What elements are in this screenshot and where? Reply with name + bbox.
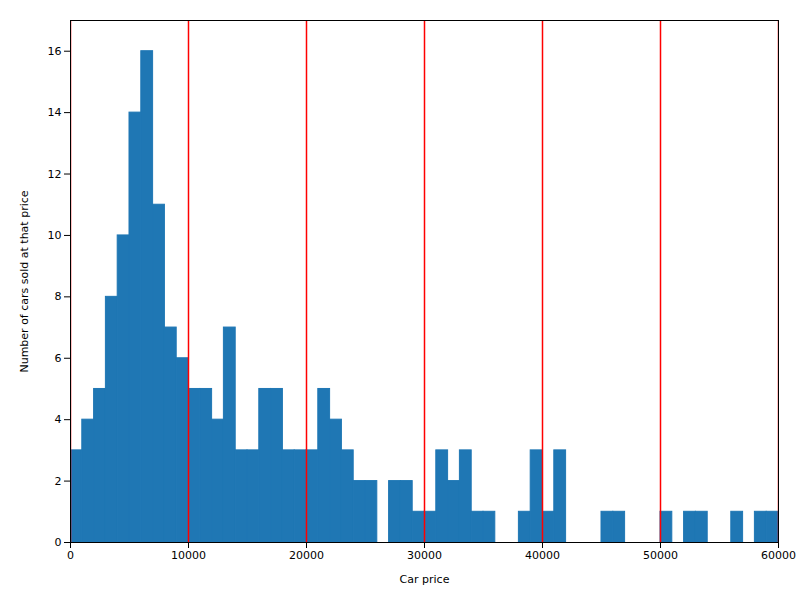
svg-text:10000: 10000 <box>171 549 206 562</box>
svg-text:50000: 50000 <box>643 549 678 562</box>
svg-text:20000: 20000 <box>289 549 324 562</box>
svg-text:4: 4 <box>55 413 62 426</box>
svg-text:0: 0 <box>55 536 62 549</box>
svg-text:10: 10 <box>48 229 62 242</box>
svg-text:12: 12 <box>48 168 62 181</box>
svg-text:16: 16 <box>48 45 62 58</box>
svg-text:Number of cars sold at that pr: Number of cars sold at that price <box>18 190 31 372</box>
svg-text:0: 0 <box>67 549 74 562</box>
svg-text:6: 6 <box>55 352 62 365</box>
svg-text:40000: 40000 <box>525 549 560 562</box>
svg-text:60000: 60000 <box>761 549 796 562</box>
svg-text:30000: 30000 <box>407 549 442 562</box>
svg-text:8: 8 <box>55 290 62 303</box>
svg-text:2: 2 <box>55 475 62 488</box>
svg-text:Car price: Car price <box>400 573 450 586</box>
svg-text:14: 14 <box>48 106 62 119</box>
